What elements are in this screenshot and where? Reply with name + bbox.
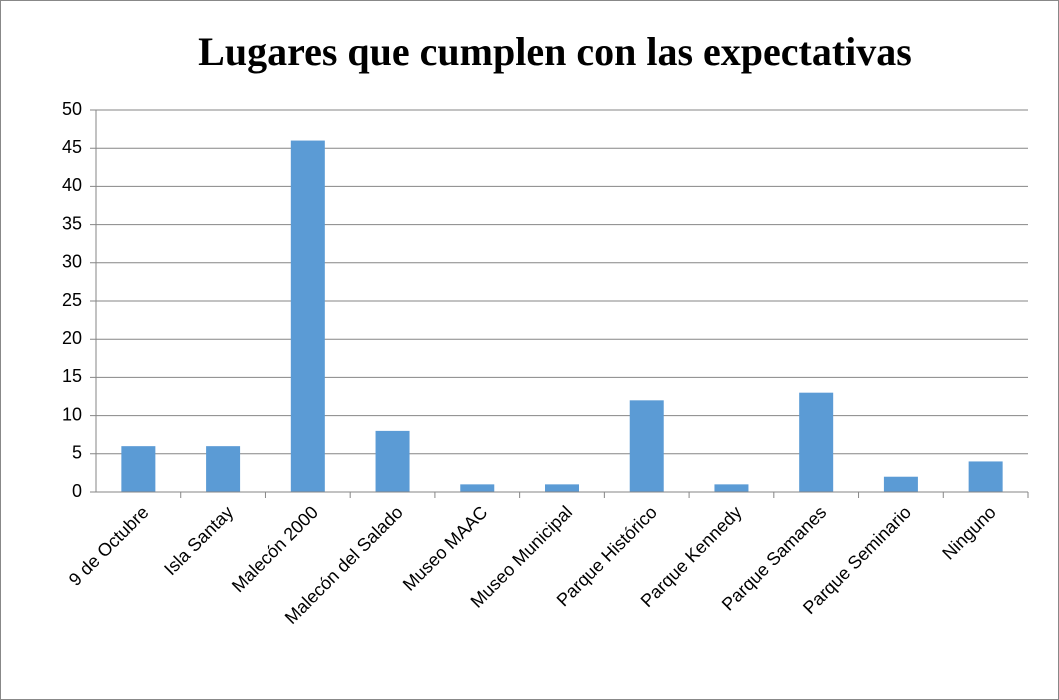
bar xyxy=(290,140,325,492)
y-tick-label: 40 xyxy=(62,175,82,195)
bar xyxy=(629,400,664,492)
y-tick-label: 0 xyxy=(72,481,82,501)
bar xyxy=(206,446,241,492)
y-tick-label: 30 xyxy=(62,252,82,272)
bar xyxy=(121,446,156,492)
bar xyxy=(883,476,918,492)
bar xyxy=(714,484,749,492)
bar xyxy=(545,484,579,492)
y-tick-label: 10 xyxy=(62,404,82,424)
bar xyxy=(799,392,834,492)
y-tick-label: 25 xyxy=(62,290,82,310)
bar xyxy=(375,430,410,492)
y-tick-label: 50 xyxy=(62,99,82,119)
y-tick-label: 5 xyxy=(72,443,82,463)
chart-title: Lugares que cumplen con las expectativas xyxy=(198,29,912,74)
y-tick-label: 35 xyxy=(62,213,82,233)
y-tick-label: 15 xyxy=(62,366,82,386)
y-tick-label: 45 xyxy=(62,137,82,157)
bar xyxy=(460,484,495,492)
y-tick-label: 20 xyxy=(62,328,82,348)
bar xyxy=(968,461,1003,492)
